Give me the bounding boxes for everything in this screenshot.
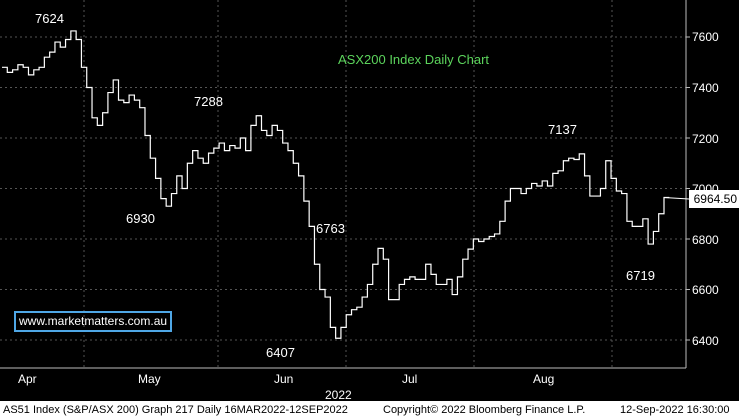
annotation-6930: 6930 [126,211,155,226]
y-tick-6400: 6400 [692,334,719,348]
annotation-6719: 6719 [626,268,655,283]
x-tick-jul: Jul [402,372,418,386]
series-line [2,30,670,339]
footer-right: 12-Sep-2022 16:30:00 [620,404,730,416]
last-price-connector [663,196,690,200]
footer-left: AS51 Index (S&P/ASX 200) Graph 217 Daily… [3,404,348,416]
annotation-6407: 6407 [266,345,295,360]
y-tick-7600: 7600 [692,30,719,44]
watermark-link[interactable]: www.marketmatters.com.au [14,311,173,332]
x-tick-may: May [138,372,161,386]
annotation-7288: 7288 [194,94,223,109]
y-tick-7200: 7200 [692,132,719,146]
chart-title: ASX200 Index Daily Chart [338,52,490,67]
annotation-7624: 7624 [35,11,64,26]
last-price-label: 6964.50 [689,190,739,208]
annotation-6763: 6763 [316,221,345,236]
x-year-label: 2022 [325,388,352,402]
annotation-7137: 7137 [548,122,577,137]
footer-bar: AS51 Index (S&P/ASX 200) Graph 217 Daily… [0,401,739,420]
y-tick-6600: 6600 [692,283,719,297]
x-tick-apr: Apr [18,372,37,386]
y-tick-7400: 7400 [692,81,719,95]
x-tick-aug: Aug [533,372,555,386]
y-tick-6800: 6800 [692,233,719,247]
x-tick-jun: Jun [274,372,294,386]
footer-center: Copyright© 2022 Bloomberg Finance L.P. [383,404,586,416]
